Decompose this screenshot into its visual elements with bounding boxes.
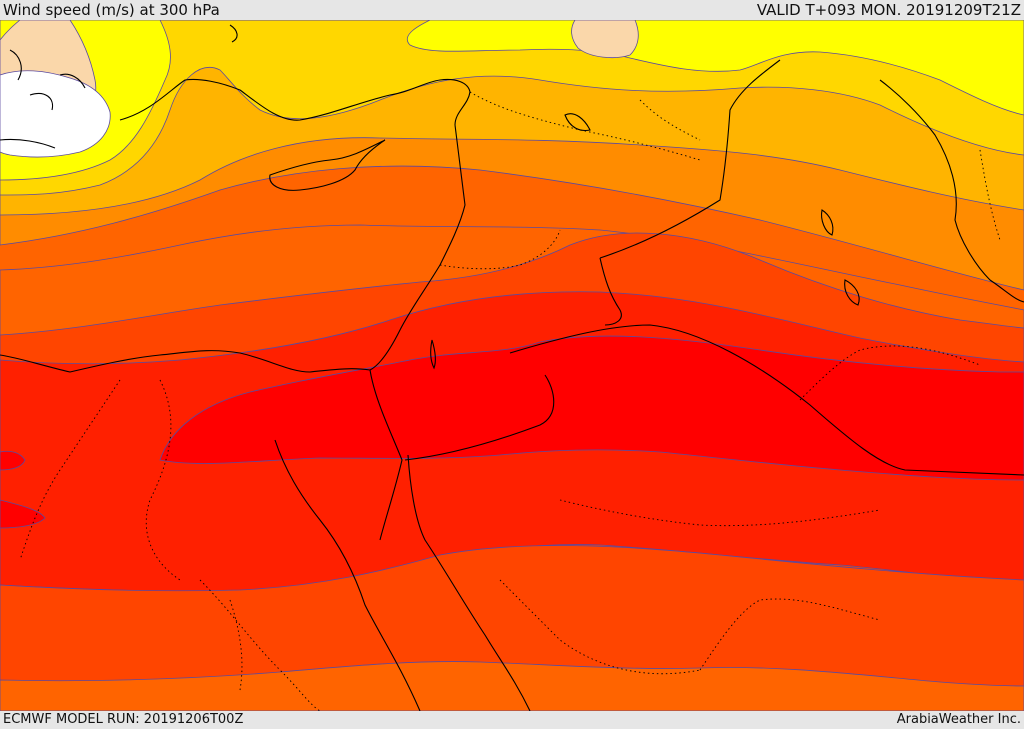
iraq-border	[599, 59, 781, 259]
aegean-islands	[9, 24, 238, 111]
wind-band-6-south	[0, 661, 1024, 711]
footer-bar: ECMWF MODEL RUN: 20191206T00Z ArabiaWeat…	[0, 711, 1024, 729]
red-sea-west	[274, 439, 421, 711]
boundary-4	[499, 579, 701, 675]
dead-sea	[430, 339, 437, 370]
boundary-9	[19, 379, 121, 561]
turkey-coast	[119, 78, 471, 126]
map-canvas	[0, 20, 1024, 711]
gulf-island-1	[821, 209, 834, 236]
crete	[0, 138, 56, 149]
boundary-5	[699, 598, 881, 671]
model-run: ECMWF MODEL RUN: 20191206T00Z	[3, 712, 244, 727]
valid-time: VALID T+093 MON. 20191209T21Z	[756, 1, 1021, 19]
lake-van	[564, 113, 591, 132]
wind-band-9	[0, 335, 1024, 529]
sinai-west	[369, 369, 403, 541]
wind-band-3	[0, 20, 1024, 196]
cyprus	[269, 139, 386, 191]
boundary-7	[799, 345, 981, 401]
iraq-saudi-link	[599, 257, 622, 326]
wind-band-2	[0, 20, 1024, 181]
red-sea-east	[407, 454, 531, 711]
boundary-6	[559, 499, 881, 527]
gulf-coast	[879, 79, 1024, 303]
gulf-island-2	[844, 279, 860, 306]
boundary-8	[439, 229, 561, 270]
credit: ArabiaWeather Inc.	[896, 712, 1021, 727]
boundary-2	[145, 379, 181, 581]
coastlines	[0, 24, 1024, 711]
boundary-10	[229, 599, 243, 691]
north-africa-coast	[0, 350, 371, 373]
wind-speed-map	[0, 20, 1024, 711]
boundary-11	[979, 149, 1001, 241]
saudi-border	[509, 324, 1024, 476]
boundary-3	[199, 579, 321, 711]
province-boundaries	[19, 91, 1001, 711]
jordan-border	[404, 374, 555, 461]
map-title: Wind speed (m/s) at 300 hPa	[3, 1, 220, 19]
header-bar: Wind speed (m/s) at 300 hPa VALID T+093 …	[0, 0, 1024, 20]
